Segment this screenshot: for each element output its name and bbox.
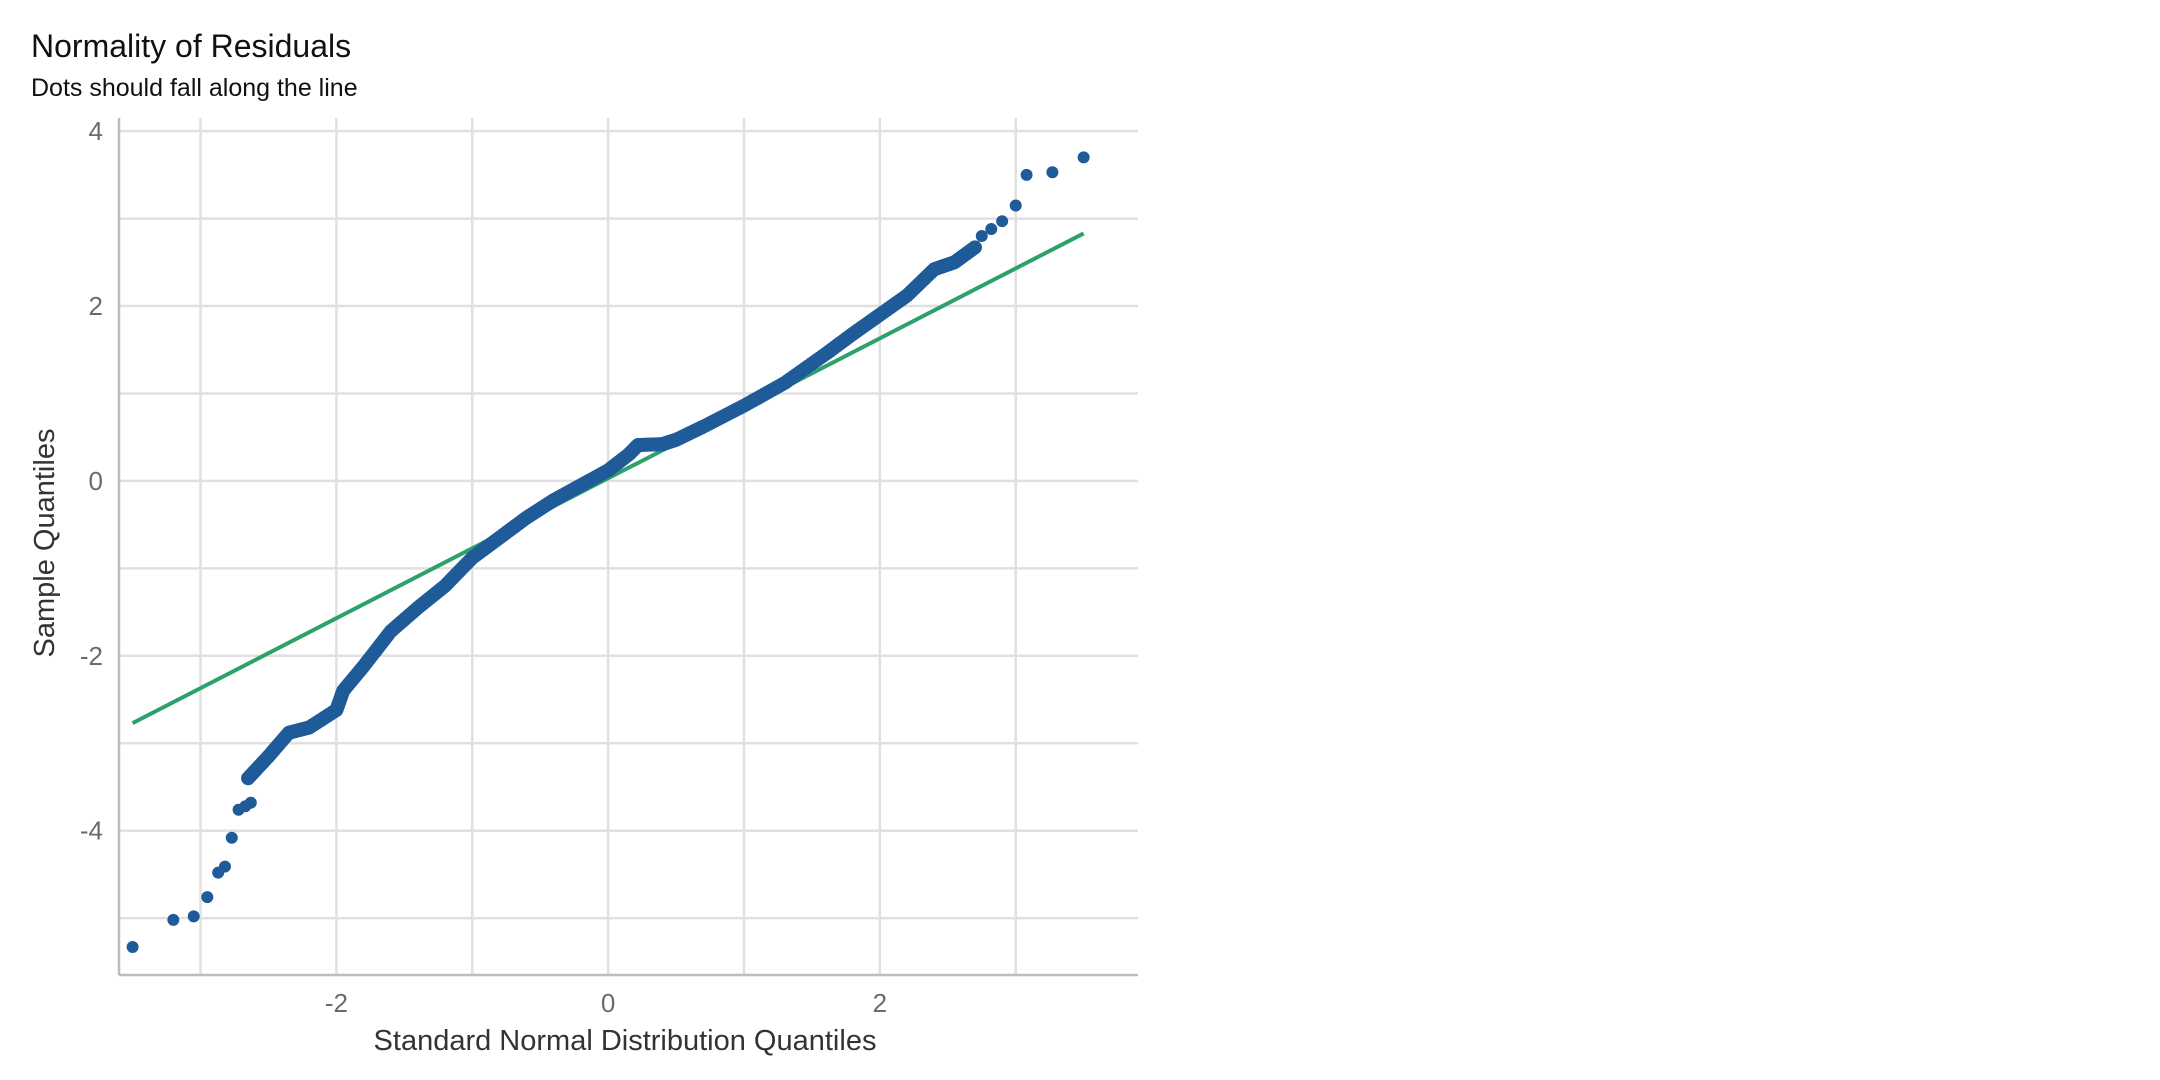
qq-point bbox=[1020, 168, 1033, 181]
data-points bbox=[126, 151, 1090, 954]
qq-point bbox=[244, 796, 257, 809]
qq-point bbox=[967, 240, 982, 255]
qq-point bbox=[996, 215, 1009, 228]
y-tick-label: 2 bbox=[89, 291, 103, 321]
qq-point bbox=[201, 891, 214, 904]
qq-point bbox=[225, 831, 238, 844]
qq-point bbox=[126, 941, 139, 954]
qq-point bbox=[218, 860, 231, 873]
grid-lines bbox=[119, 118, 1138, 975]
qq-point bbox=[1077, 151, 1090, 164]
chart-subtitle: Dots should fall along the line bbox=[31, 74, 358, 102]
y-tick-label: 4 bbox=[89, 116, 103, 146]
y-tick-label: -4 bbox=[80, 816, 103, 846]
x-tick-label: 0 bbox=[601, 988, 615, 1018]
x-axis-label: Standard Normal Distribution Quantiles bbox=[374, 1025, 877, 1057]
axes bbox=[117, 118, 1138, 977]
qq-point bbox=[975, 230, 988, 243]
x-tick-label: 2 bbox=[873, 988, 887, 1018]
y-tick-label: 0 bbox=[89, 466, 103, 496]
tick-labels: -2 0 2 -4 -2 0 2 4 bbox=[80, 116, 887, 1018]
chart-title: Normality of Residuals bbox=[31, 28, 351, 64]
qq-point bbox=[187, 910, 200, 923]
y-axis-label: Sample Quantiles bbox=[29, 429, 61, 658]
y-tick-label: -2 bbox=[80, 641, 103, 671]
qq-point bbox=[1009, 199, 1022, 212]
qq-point bbox=[1046, 166, 1059, 179]
qq-point bbox=[985, 223, 998, 236]
qq-point bbox=[167, 913, 180, 926]
x-tick-label: -2 bbox=[325, 988, 348, 1018]
